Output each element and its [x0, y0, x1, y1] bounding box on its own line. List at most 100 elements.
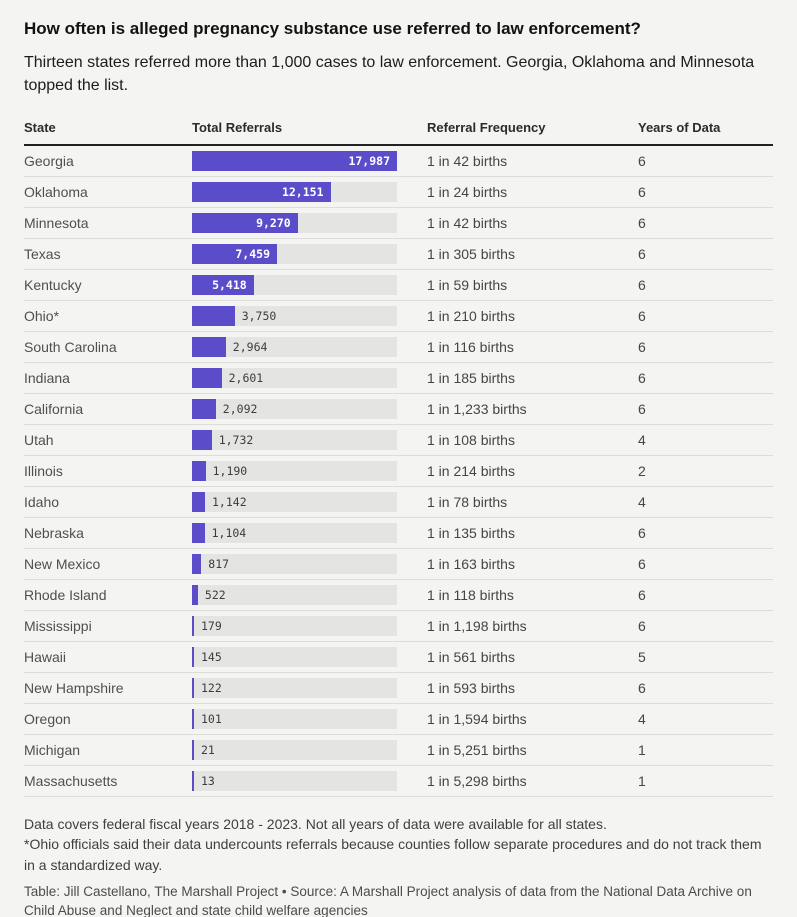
bar-value-label: 145	[201, 650, 222, 665]
table-row: Indiana 2,601 1 in 185 births 6	[24, 363, 773, 395]
bar-fill	[192, 244, 277, 265]
state-label: Mississippi	[24, 618, 92, 635]
bar-value-label: 5,418	[212, 278, 247, 293]
bar-fill	[192, 709, 194, 730]
footnote-data-coverage: Data covers federal fiscal years 2018 - …	[24, 816, 607, 833]
state-label: Kentucky	[24, 277, 82, 294]
table-row: Georgia 17,987 1 in 42 births 6	[24, 146, 773, 178]
bar-fill	[192, 306, 235, 327]
bar-track: 179	[192, 616, 397, 637]
state-label: Minnesota	[24, 215, 89, 232]
table-row: New Hampshire 122 1 in 593 births 6	[24, 673, 773, 705]
bar-value-label: 3,750	[241, 309, 277, 324]
bar-value-label: 2,601	[228, 371, 264, 386]
state-label: Oregon	[24, 711, 71, 728]
table-row: New Mexico 817 1 in 163 births 6	[24, 549, 773, 581]
referral-frequency: 1 in 561 births	[427, 649, 515, 666]
bar-cell: 17,987	[192, 151, 427, 172]
bar-cell: 3,750	[192, 306, 427, 327]
bar-fill	[192, 275, 254, 296]
bar-fill	[192, 461, 206, 482]
referral-frequency: 1 in 593 births	[427, 680, 515, 697]
bar-fill	[192, 616, 194, 637]
years-of-data: 6	[638, 246, 646, 263]
bar-track: 5,418	[192, 275, 397, 296]
bar-cell: 9,270	[192, 213, 427, 234]
bar-cell: 1,142	[192, 492, 427, 513]
years-of-data: 6	[638, 184, 646, 201]
bar-track: 1,732	[192, 430, 397, 451]
table-row: Utah 1,732 1 in 108 births 4	[24, 425, 773, 457]
bar-fill	[192, 771, 194, 792]
column-header-referral-frequency: Referral Frequency	[427, 120, 546, 136]
bar-fill	[192, 182, 331, 203]
referral-frequency: 1 in 5,251 births	[427, 742, 527, 759]
bar-cell: 122	[192, 678, 427, 699]
bar-value-label: 122	[201, 681, 222, 696]
table-row: Ohio* 3,750 1 in 210 births 6	[24, 301, 773, 333]
bar-cell: 12,151	[192, 182, 427, 203]
bar-track: 12,151	[192, 182, 397, 203]
bar-fill	[192, 430, 212, 451]
state-label: Massachusetts	[24, 773, 118, 790]
bar-cell: 21	[192, 740, 427, 761]
bar-cell: 2,092	[192, 399, 427, 420]
bar-cell: 1,190	[192, 461, 427, 482]
years-of-data: 6	[638, 339, 646, 356]
footnote-ohio: *Ohio officials said their data undercou…	[24, 836, 762, 873]
bar-fill	[192, 523, 205, 544]
bar-fill	[192, 740, 194, 761]
referral-frequency: 1 in 185 births	[427, 370, 515, 387]
referral-frequency: 1 in 305 births	[427, 246, 515, 263]
bar-track: 522	[192, 585, 397, 606]
table-row: Mississippi 179 1 in 1,198 births 6	[24, 611, 773, 643]
years-of-data: 6	[638, 370, 646, 387]
source-credit: Table: Jill Castellano, The Marshall Pro…	[24, 883, 752, 917]
referral-frequency: 1 in 1,233 births	[427, 401, 527, 418]
years-of-data: 6	[638, 587, 646, 604]
referral-frequency: 1 in 163 births	[427, 556, 515, 573]
bar-track: 7,459	[192, 244, 397, 265]
referral-frequency: 1 in 116 births	[427, 339, 514, 356]
table-row: Oregon 101 1 in 1,594 births 4	[24, 704, 773, 736]
table-header-row: State Total Referrals Referral Frequency…	[24, 120, 773, 147]
years-of-data: 6	[638, 401, 646, 418]
years-of-data: 6	[638, 618, 646, 635]
column-header-state: State	[24, 120, 56, 136]
referral-frequency: 1 in 118 births	[427, 587, 514, 604]
years-of-data: 4	[638, 432, 646, 449]
bar-track: 2,601	[192, 368, 397, 389]
years-of-data: 6	[638, 680, 646, 697]
bar-fill	[192, 337, 226, 358]
bar-value-label: 522	[204, 588, 226, 603]
bar-cell: 101	[192, 709, 427, 730]
bar-fill	[192, 213, 298, 234]
bar-cell: 145	[192, 647, 427, 668]
table-row: Illinois 1,190 1 in 214 births 2	[24, 456, 773, 488]
state-label: California	[24, 401, 84, 418]
years-of-data: 4	[638, 711, 646, 728]
bar-value-label: 1,732	[218, 433, 254, 448]
years-of-data: 5	[638, 649, 646, 666]
table-row: Nebraska 1,104 1 in 135 births 6	[24, 518, 773, 550]
bar-cell: 2,601	[192, 368, 427, 389]
bar-cell: 13	[192, 771, 427, 792]
years-of-data: 4	[638, 494, 646, 511]
bar-fill	[192, 399, 216, 420]
bar-track: 817	[192, 554, 397, 575]
bar-fill	[192, 585, 198, 606]
state-label: Hawaii	[24, 649, 67, 666]
column-header-years-of-data: Years of Data	[638, 120, 721, 136]
column-header-total-referrals: Total Referrals	[192, 120, 283, 136]
years-of-data: 1	[638, 773, 646, 790]
table-row: Oklahoma 12,151 1 in 24 births 6	[24, 177, 773, 209]
bar-value-label: 101	[201, 712, 222, 727]
bar-cell: 7,459	[192, 244, 427, 265]
bar-track: 21	[192, 740, 397, 761]
bar-value-label: 1,142	[212, 495, 247, 510]
bar-value-label: 21	[201, 743, 215, 758]
bar-value-label: 2,964	[232, 340, 268, 355]
table-row: Texas 7,459 1 in 305 births 6	[24, 239, 773, 271]
bar-cell: 1,732	[192, 430, 427, 451]
state-label: Ohio*	[24, 308, 60, 325]
